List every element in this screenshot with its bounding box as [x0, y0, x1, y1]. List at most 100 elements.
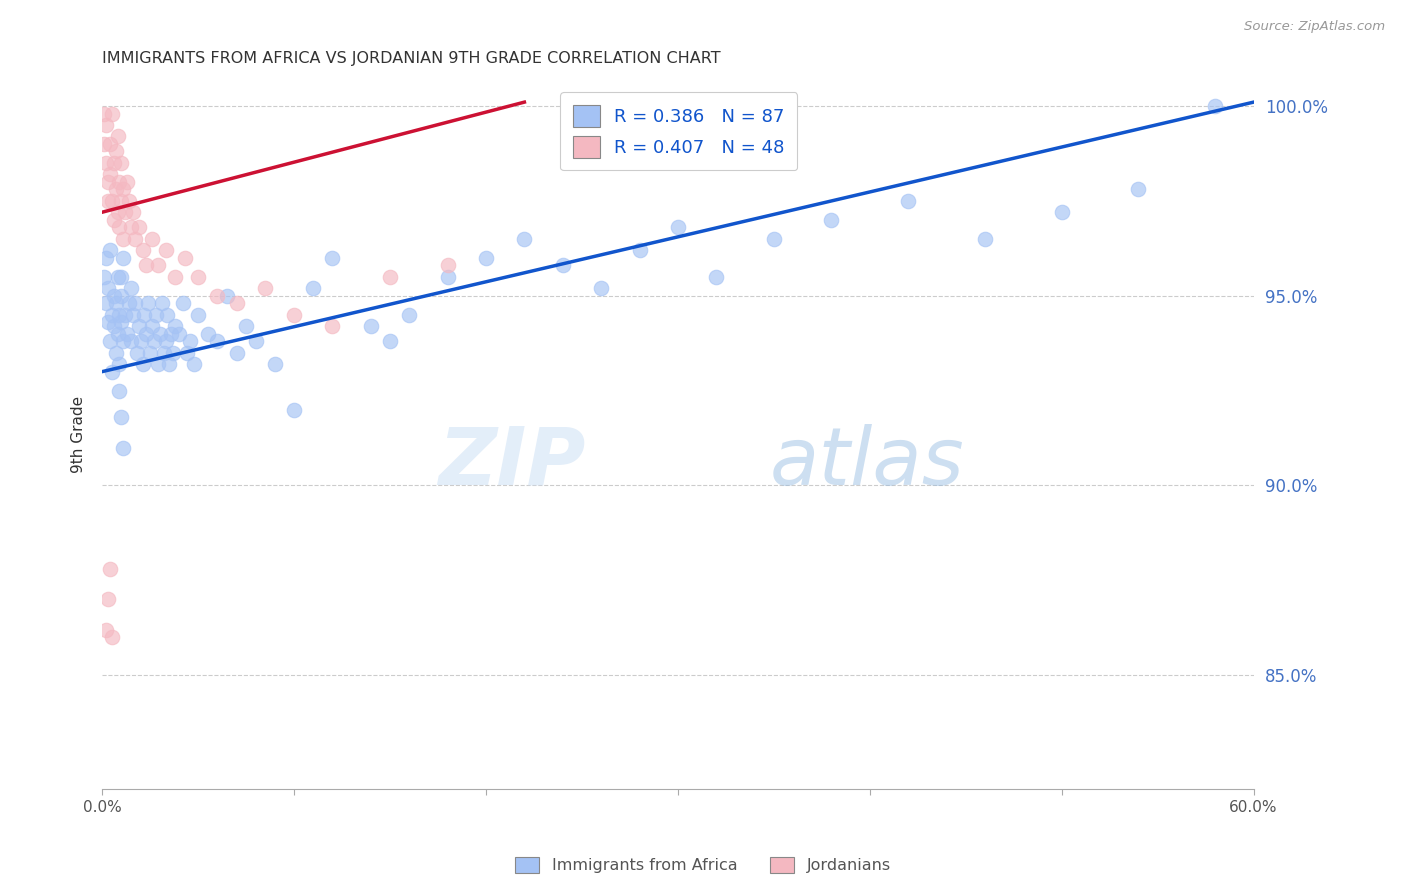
Point [139, 345, 162, 359]
Point [149, 326, 172, 341]
Point [97, 175, 120, 189]
Point [110, 289, 132, 303]
Point [97, 281, 120, 295]
Point [436, 269, 458, 284]
Point [128, 319, 150, 334]
Point [97, 315, 120, 329]
Point [98, 562, 121, 576]
Text: IMMIGRANTS FROM AFRICA VS JORDANIAN 9TH GRADE CORRELATION CHART: IMMIGRANTS FROM AFRICA VS JORDANIAN 9TH … [103, 51, 721, 66]
Point [762, 232, 785, 246]
Point [112, 232, 135, 246]
Point [513, 232, 536, 246]
Point [897, 194, 920, 208]
Point [135, 258, 157, 272]
Point [93, 136, 115, 151]
Point [131, 243, 153, 257]
Point [125, 345, 148, 359]
Point [666, 220, 689, 235]
Point [360, 319, 382, 334]
Point [215, 289, 238, 303]
Point [112, 251, 135, 265]
Point [254, 281, 277, 295]
Point [108, 308, 131, 322]
Point [187, 269, 209, 284]
Point [103, 319, 125, 334]
Point [104, 145, 127, 159]
Point [134, 308, 156, 322]
Point [146, 357, 169, 371]
Point [173, 251, 195, 265]
Point [179, 334, 201, 349]
Text: ZIP: ZIP [439, 424, 586, 501]
Point [704, 269, 727, 284]
Point [98, 167, 121, 181]
Point [141, 319, 163, 334]
Point [103, 212, 125, 227]
Point [150, 296, 173, 310]
Point [176, 345, 198, 359]
Text: atlas: atlas [770, 424, 965, 501]
Point [101, 308, 124, 322]
Point [145, 308, 167, 322]
Point [98, 334, 121, 349]
Point [101, 630, 124, 644]
Point [264, 357, 287, 371]
Y-axis label: 9th Grade: 9th Grade [72, 396, 86, 473]
Point [97, 592, 120, 607]
Point [1128, 182, 1150, 196]
Point [135, 326, 157, 341]
Point [94, 251, 117, 265]
Point [183, 357, 205, 371]
Point [110, 410, 132, 425]
Text: Source: ZipAtlas.com: Source: ZipAtlas.com [1244, 20, 1385, 33]
Point [115, 175, 138, 189]
Point [108, 357, 131, 371]
Point [104, 182, 127, 196]
Point [136, 296, 159, 310]
Point [124, 232, 146, 246]
Point [114, 308, 136, 322]
Point [120, 334, 142, 349]
Point [172, 296, 194, 310]
Point [155, 243, 177, 257]
Point [628, 243, 651, 257]
Point [118, 296, 141, 310]
Point [225, 345, 247, 359]
Point [129, 334, 152, 349]
Point [110, 269, 132, 284]
Point [94, 118, 117, 132]
Point [108, 384, 131, 398]
Point [101, 106, 124, 120]
Point [110, 315, 132, 329]
Point [1204, 99, 1226, 113]
Point [283, 308, 305, 322]
Point [98, 243, 121, 257]
Point [103, 156, 125, 170]
Point [94, 156, 117, 170]
Point [131, 357, 153, 371]
Point [112, 334, 135, 349]
Point [107, 129, 129, 144]
Point [103, 289, 125, 303]
Point [97, 194, 120, 208]
Point [146, 258, 169, 272]
Point [1050, 205, 1073, 219]
Point [162, 345, 184, 359]
Point [187, 308, 209, 322]
Point [120, 220, 142, 235]
Point [94, 296, 117, 310]
Point [225, 296, 247, 310]
Point [128, 220, 150, 235]
Point [436, 258, 458, 272]
Point [321, 319, 343, 334]
Point [124, 296, 146, 310]
Point [104, 296, 127, 310]
Point [475, 251, 498, 265]
Point [107, 269, 129, 284]
Point [302, 281, 325, 295]
Point [122, 308, 145, 322]
Point [283, 402, 305, 417]
Point [114, 205, 136, 219]
Point [155, 334, 177, 349]
Point [197, 326, 219, 341]
